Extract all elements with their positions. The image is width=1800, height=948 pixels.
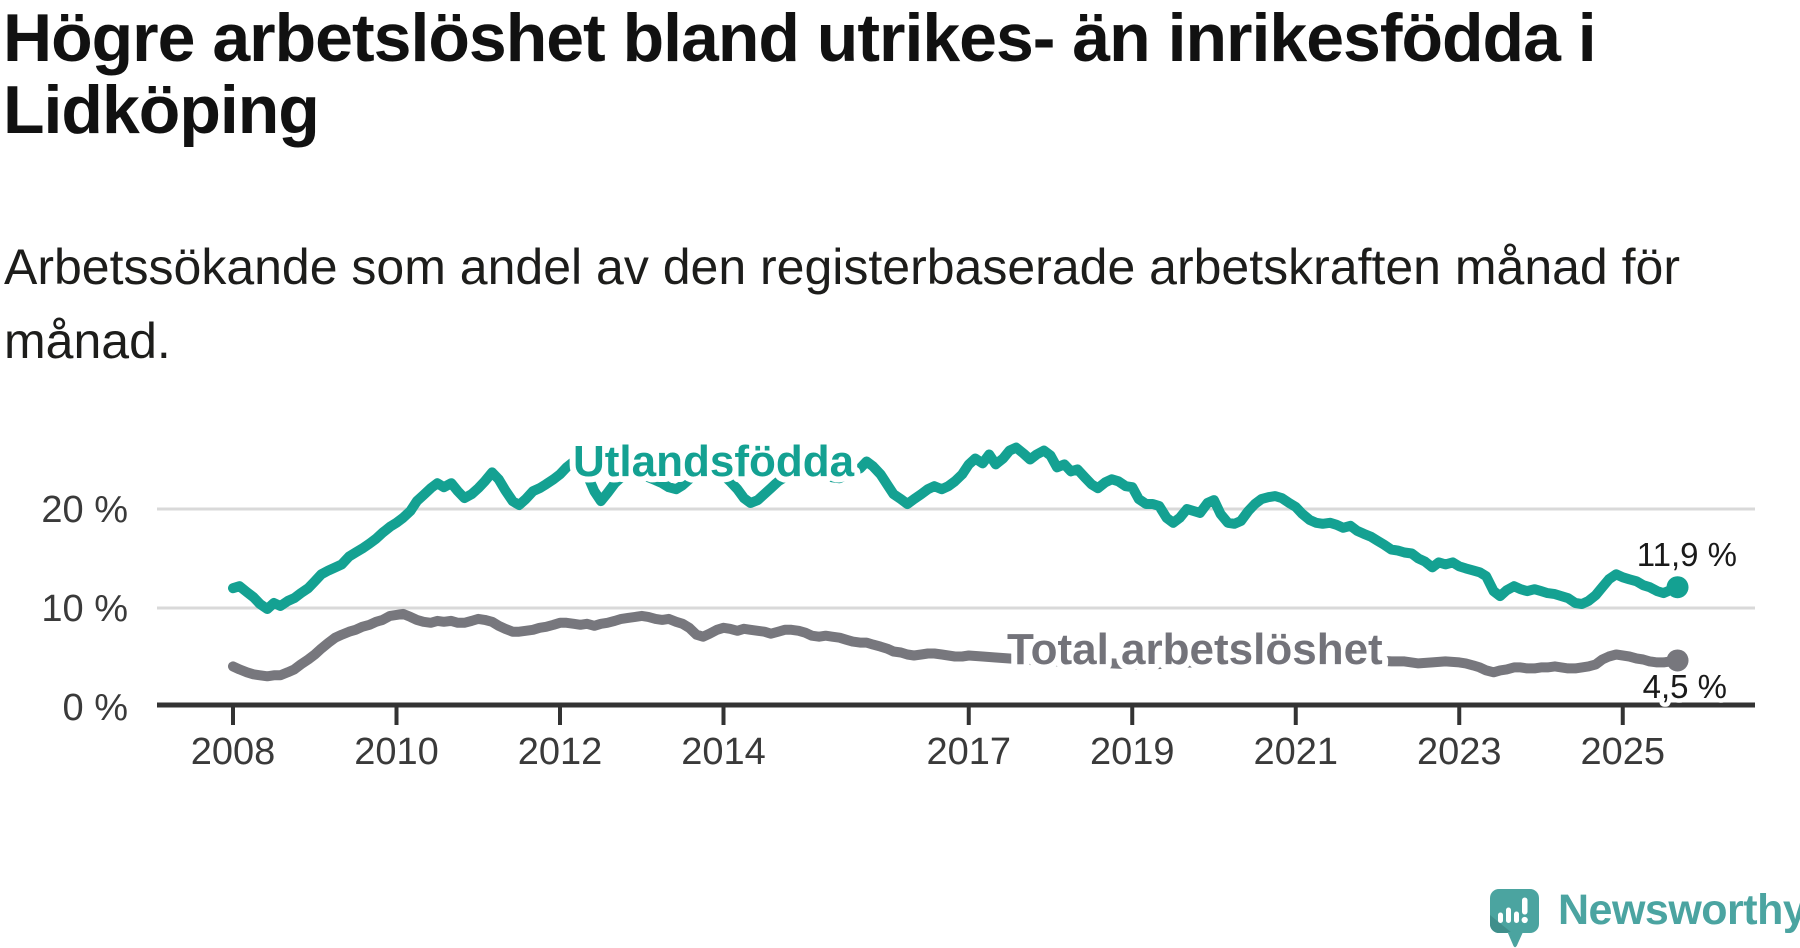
logo-bar-icon — [1514, 911, 1519, 923]
logo-exclamation-icon — [1521, 916, 1528, 924]
y-axis-tick-label: 10 % — [41, 588, 128, 630]
chart-title: Högre arbetslöshet bland utrikes- än inr… — [3, 0, 1597, 148]
x-axis-tick-label: 2019 — [1090, 731, 1175, 773]
end-dot-total — [1666, 649, 1689, 672]
logo-bar-icon — [1506, 907, 1511, 923]
x-axis-tick-label: 2012 — [518, 731, 603, 773]
end-value-label-utlandsfodda: 11,9 % — [1637, 536, 1737, 573]
series-label-total: Total arbetslöshet — [1007, 625, 1383, 674]
newsworthy-logo: Newsworthy — [1490, 886, 1800, 948]
x-axis-tick-label: 2014 — [681, 731, 766, 773]
series-line-total — [228, 608, 1683, 682]
x-axis-tick-label: 2010 — [354, 731, 439, 773]
x-axis-tick-label: 2021 — [1253, 731, 1338, 773]
chart-subtitle: Arbetssökande som andel av den registerb… — [4, 239, 1680, 369]
y-axis-tick-label: 0 % — [63, 687, 128, 729]
x-axis-tick-label: 2025 — [1580, 731, 1665, 773]
newsworthy-logo-icon — [1490, 889, 1539, 948]
series-line-utlandsfodda — [228, 442, 1683, 614]
newsworthy-logo-text: Newsworthy — [1558, 886, 1800, 934]
logo-exclamation-icon — [1522, 897, 1528, 915]
series-label-utlandsfodda: Utlandsfödda — [573, 437, 855, 486]
end-dot-utlandsfodda — [1666, 576, 1689, 599]
logo-bar-icon — [1498, 912, 1503, 923]
x-axis-tick-label: 2023 — [1417, 731, 1502, 773]
x-axis-tick-label: 2008 — [191, 731, 276, 773]
x-axis-tick-label: 2017 — [926, 731, 1011, 773]
end-value-label-total: 4,5 % — [1643, 668, 1727, 705]
y-axis-tick-label: 20 % — [41, 489, 128, 531]
